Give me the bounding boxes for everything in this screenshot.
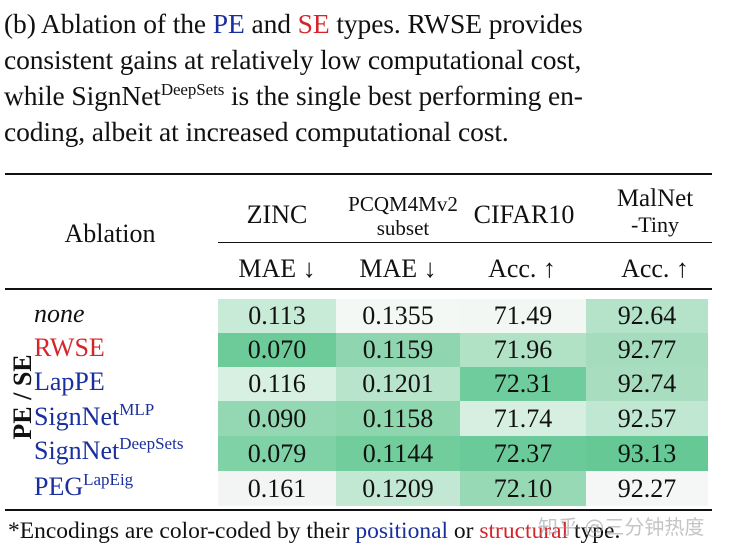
col-cifar-header: CIFAR10 xyxy=(473,200,575,229)
table-cell: 71.96 xyxy=(460,333,586,367)
row-label-none: none xyxy=(34,299,85,328)
table-cell: 93.13 xyxy=(586,436,708,471)
table-cell: 72.10 xyxy=(460,471,586,506)
table-cell: 0.1201 xyxy=(336,367,460,401)
row-label-lappe: LapPE xyxy=(34,367,105,396)
row-label-signnet-deepsets: SignNetDeepSets xyxy=(34,434,184,465)
table-cell: 0.1355 xyxy=(336,299,460,333)
table-cell: 0.1158 xyxy=(336,401,460,436)
table-cell: 92.64 xyxy=(586,299,708,333)
table-cell: 0.079 xyxy=(218,436,336,471)
caption-se: SE xyxy=(297,8,330,39)
table-cell: 0.1209 xyxy=(336,471,460,506)
footnote-structural: structural xyxy=(479,518,569,544)
top-rule xyxy=(5,173,712,175)
caption-line-1: (b) Ablation of the PE and SE types. RWS… xyxy=(4,8,583,39)
caption-line-3: while SignNetDeepSets is the single best… xyxy=(4,80,583,111)
table-cell: 0.113 xyxy=(218,299,336,333)
table-cell: 0.070 xyxy=(218,333,336,367)
header-bottom-rule xyxy=(5,288,712,290)
watermark-text: 知乎 @三分钟热度 xyxy=(538,515,705,539)
table-cell: 92.57 xyxy=(586,401,708,436)
row-label-rwse: RWSE xyxy=(34,333,105,362)
table-cell: 71.49 xyxy=(460,299,586,333)
row-label-signnet-mlp: SignNetMLP xyxy=(34,400,155,431)
col-cifar-metric: Acc. ↑ xyxy=(488,254,556,283)
caption-line-2: consistent gains at relatively low compu… xyxy=(4,44,582,75)
footnote-positional: positional xyxy=(355,518,449,544)
col-zinc-header: ZINC xyxy=(246,200,308,229)
table-caption: (b) Ablation of the PE and SE types. RWS… xyxy=(4,6,732,150)
caption-pe: PE xyxy=(212,8,245,39)
col-pcqm-header: PCQM4Mv2 subset xyxy=(348,192,458,240)
table-cell: 71.74 xyxy=(460,401,586,436)
table-cell: 0.116 xyxy=(218,367,336,401)
table-cell: 72.37 xyxy=(460,436,586,471)
table-cell: 92.77 xyxy=(586,333,708,367)
col-malnet-header: MalNet -Tiny xyxy=(616,185,694,238)
col-pcqm-metric: MAE ↓ xyxy=(359,254,437,283)
row-label-peg-lapeig: PEGLapEig xyxy=(34,470,134,501)
mid-header-rule xyxy=(218,242,712,243)
ablation-header: Ablation xyxy=(64,219,156,248)
table-cell: 92.74 xyxy=(586,367,708,401)
col-zinc-metric: MAE ↓ xyxy=(238,254,316,283)
table-cell: 0.161 xyxy=(218,471,336,506)
table-cell: 0.1144 xyxy=(336,436,460,471)
col-malnet-metric: Acc. ↑ xyxy=(621,254,689,283)
table-footnote: *Encodings are color-coded by their posi… xyxy=(8,518,621,544)
caption-line-4: coding, albeit at increased computationa… xyxy=(4,116,509,147)
table-cell: 72.31 xyxy=(460,367,586,401)
table-cell: 92.27 xyxy=(586,471,708,506)
table-cell: 0.090 xyxy=(218,401,336,436)
table-cell: 0.1159 xyxy=(336,333,460,367)
bottom-rule xyxy=(5,509,712,511)
